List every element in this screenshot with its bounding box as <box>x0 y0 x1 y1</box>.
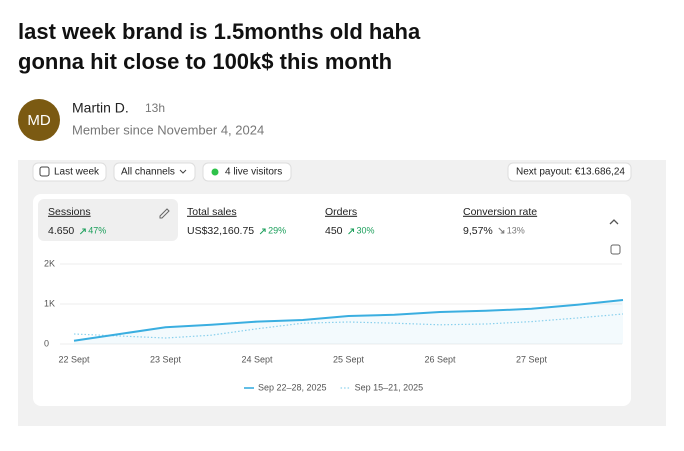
live-button[interactable] <box>202 162 292 182</box>
metric-value: 9,57% <box>463 225 493 237</box>
post-title: gonna hit close to 100k$ this month <box>18 49 392 74</box>
metric-change: 13% <box>507 225 525 235</box>
metric-change: 30% <box>357 225 375 235</box>
legend-label: Sep 22–28, 2025 <box>258 382 327 392</box>
filter-label: Last week <box>54 167 100 178</box>
post-time: 13h <box>145 101 165 115</box>
chevron <box>179 169 187 174</box>
chart-icon[interactable] <box>610 244 621 255</box>
filter-button[interactable] <box>113 162 196 182</box>
live-visitors: 4 live visitors <box>225 167 282 178</box>
payout: Next payout: €13.686,24 <box>516 167 625 178</box>
x-tick-label: 25 Sept <box>333 354 365 364</box>
x-tick-label: 24 Sept <box>241 354 273 364</box>
avatar[interactable] <box>18 99 60 141</box>
trend-arrow <box>498 227 505 234</box>
y-tick-label: 0 <box>44 338 49 348</box>
metric-label: Total sales <box>187 206 237 218</box>
trend-arrow <box>79 228 86 235</box>
payout-button[interactable] <box>507 162 632 182</box>
metric-label: Orders <box>325 206 357 218</box>
analytics-card <box>33 194 631 406</box>
metric-value: US$32,160.75 <box>187 225 254 237</box>
filter-label: All channels <box>121 167 175 178</box>
trend-arrow <box>259 228 266 235</box>
x-tick-label: 27 Sept <box>516 354 548 364</box>
member-since: Member since November 4, 2024 <box>72 122 264 137</box>
metric-selected[interactable] <box>38 199 178 241</box>
x-tick-label: 23 Sept <box>150 354 182 364</box>
metric-value: 4.650 <box>48 225 74 237</box>
edit-icon[interactable] <box>159 208 170 219</box>
trend-arrow <box>348 228 355 235</box>
live-dot <box>211 168 219 176</box>
legend-label: Sep 15–21, 2025 <box>355 382 424 392</box>
author-name[interactable]: Martin D. <box>72 100 129 116</box>
x-tick-label: 26 Sept <box>424 354 456 364</box>
collapse-chevron[interactable] <box>609 219 619 225</box>
y-tick-label: 2K <box>44 258 55 268</box>
y-tick-label: 1K <box>44 298 55 308</box>
metric-change: 47% <box>88 225 106 235</box>
series-line <box>73 313 624 339</box>
avatar-initials: MD <box>27 112 50 129</box>
metric-label: Conversion rate <box>463 206 537 218</box>
metric-change: 29% <box>268 225 286 235</box>
calendar-icon <box>39 166 50 177</box>
metric-label: Sessions <box>48 206 91 218</box>
filter-button[interactable] <box>32 162 107 182</box>
post-title: last week brand is 1.5months old haha <box>18 19 421 44</box>
metric-value: 450 <box>325 225 343 237</box>
x-tick-label: 22 Sept <box>58 354 90 364</box>
series-line <box>73 299 624 342</box>
